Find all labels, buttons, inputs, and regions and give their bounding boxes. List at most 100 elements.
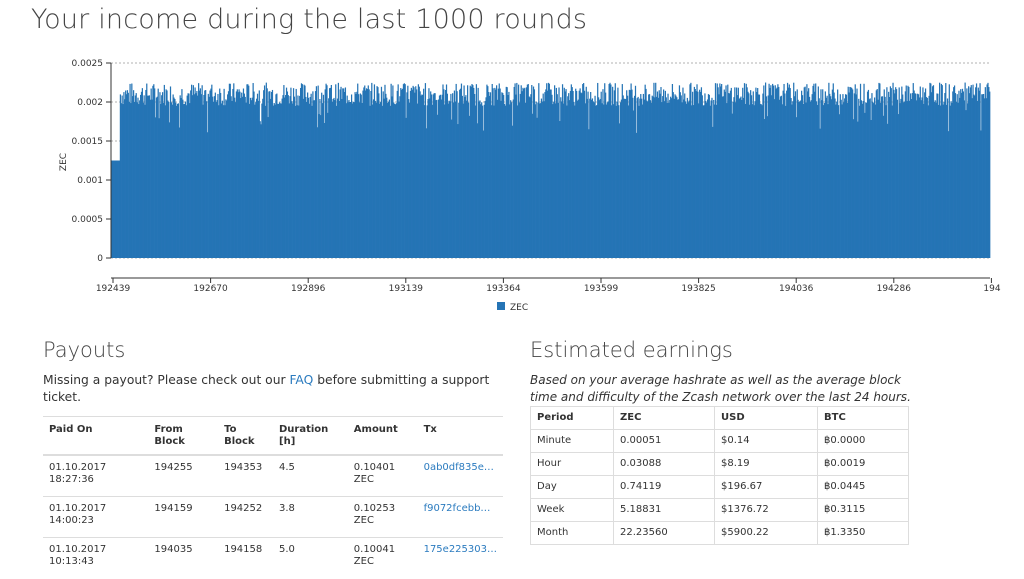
- income-bar: [281, 98, 283, 258]
- income-bar: [481, 105, 484, 258]
- income-bar: [806, 84, 808, 258]
- income-bar: [411, 89, 413, 258]
- income-bar: [401, 89, 403, 258]
- income-bar: [497, 88, 499, 258]
- income-bar: [599, 98, 601, 258]
- income-bar: [246, 84, 248, 258]
- income-bar: [217, 93, 219, 258]
- income-bar: [919, 86, 921, 258]
- faq-link[interactable]: FAQ: [289, 373, 314, 387]
- income-bar: [369, 105, 371, 258]
- income-bar: [408, 102, 411, 259]
- income-bar: [329, 87, 332, 258]
- income-bar: [850, 87, 852, 259]
- income-bar: [593, 102, 595, 258]
- income-bar: [554, 103, 557, 258]
- income-bar: [854, 84, 856, 258]
- income-bar: [209, 90, 211, 258]
- income-bar: [748, 93, 750, 258]
- income-bar: [916, 100, 918, 258]
- income-bar: [389, 105, 391, 258]
- income-bar: [665, 97, 667, 258]
- income-bar: [467, 85, 469, 258]
- income-bar: [905, 85, 907, 258]
- income-bar: [852, 119, 855, 258]
- y-axis-title: ZEC: [59, 153, 69, 171]
- earnings-table: Period ZEC USD BTC Minute 0.00051 $0.14 …: [530, 406, 909, 545]
- income-bar: [487, 86, 489, 258]
- income-bar: [931, 92, 933, 258]
- income-bar: [625, 99, 627, 258]
- earnings-row: Day 0.74119 $196.67 ฿0.0445: [530, 475, 909, 499]
- legend-label[interactable]: ZEC: [510, 303, 528, 313]
- income-bar: [730, 87, 732, 258]
- income-bar: [470, 86, 472, 258]
- income-bar: [540, 98, 543, 258]
- income-bar: [777, 84, 779, 259]
- income-bar: [977, 87, 979, 258]
- income-bar: [333, 97, 335, 258]
- income-bar: [377, 87, 379, 258]
- income-bar: [836, 101, 838, 259]
- income-bar: [794, 91, 797, 258]
- income-bar: [510, 102, 513, 259]
- income-bar: [628, 89, 630, 258]
- income-bar: [968, 86, 970, 258]
- income-bar: [787, 87, 790, 258]
- income-bar: [539, 103, 542, 258]
- income-bar: [376, 86, 378, 259]
- tx-link[interactable]: f9072fcebb…: [423, 503, 491, 514]
- income-bar: [620, 99, 623, 258]
- income-bar: [738, 98, 740, 258]
- income-bar: [186, 95, 188, 258]
- income-bar: [851, 87, 853, 258]
- income-bar: [133, 101, 136, 258]
- income-bar: [366, 89, 369, 258]
- income-bar: [177, 103, 180, 258]
- income-bar: [858, 98, 860, 258]
- income-bar: [639, 98, 641, 259]
- income-bar: [664, 90, 666, 258]
- income-bar: [768, 83, 770, 258]
- income-bar: [127, 92, 129, 258]
- income-bar: [273, 103, 275, 258]
- income-bar: [756, 92, 758, 258]
- income-bar: [647, 101, 649, 258]
- income-bar: [636, 98, 638, 259]
- income-bar: [946, 98, 949, 258]
- income-bar: [216, 100, 218, 258]
- income-bar: [763, 85, 765, 258]
- income-bar: [712, 126, 714, 258]
- income-bar: [781, 104, 783, 258]
- income-bar: [480, 104, 482, 258]
- tx-link[interactable]: 175e225303…: [423, 544, 497, 555]
- income-bar: [621, 84, 623, 258]
- income-bar: [648, 94, 650, 258]
- income-bar: [547, 82, 550, 258]
- income-bar: [650, 102, 652, 258]
- income-bar: [435, 100, 437, 258]
- income-bar: [550, 89, 552, 258]
- income-bar: [942, 104, 944, 258]
- income-bar: [444, 104, 446, 258]
- income-bar: [588, 129, 590, 258]
- income-bar: [746, 87, 748, 258]
- income-bar: [258, 90, 260, 259]
- income-bar: [447, 103, 449, 258]
- income-bar: [271, 89, 274, 258]
- income-bar: [924, 88, 927, 258]
- income-bar: [682, 87, 684, 258]
- income-bar: [662, 96, 664, 258]
- payouts-header-row: Paid On From Block To Block Duration [h]…: [43, 416, 503, 456]
- income-bar: [872, 101, 874, 258]
- income-bar: [915, 93, 917, 258]
- income-bar: [649, 100, 652, 258]
- income-bar: [573, 101, 575, 258]
- income-bar: [241, 92, 243, 258]
- income-bar: [495, 89, 497, 258]
- tx-link[interactable]: 0ab0df835e…: [423, 462, 494, 473]
- income-bar: [814, 91, 816, 258]
- income-bar: [423, 88, 425, 258]
- income-bar: [870, 119, 872, 259]
- income-bar: [135, 93, 137, 258]
